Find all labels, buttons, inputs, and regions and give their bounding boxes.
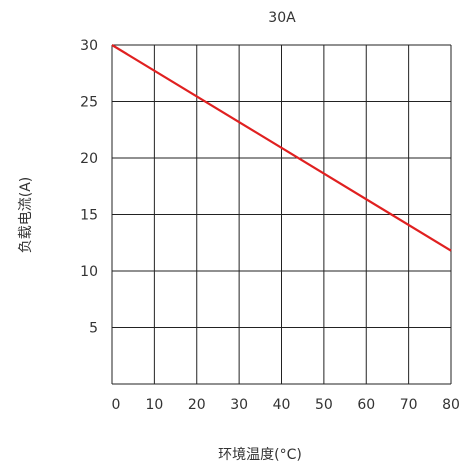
y-tick-label: 20 xyxy=(80,151,98,167)
x-tick-labels: 0 10 20 30 40 50 60 70 80 xyxy=(112,397,460,413)
y-axis-label: 负载电流(A) xyxy=(18,177,34,254)
x-tick-label: 40 xyxy=(273,397,291,413)
x-tick-label: 10 xyxy=(145,397,163,413)
y-tick-labels: 5 10 15 20 25 30 xyxy=(80,38,98,337)
y-tick-label: 30 xyxy=(80,38,98,54)
x-tick-label: 70 xyxy=(400,397,418,413)
x-tick-label: 50 xyxy=(315,397,333,413)
x-tick-label: 80 xyxy=(442,397,460,413)
grid xyxy=(111,44,452,385)
y-tick-label: 25 xyxy=(80,95,98,111)
series-group xyxy=(111,44,452,252)
y-tick-label: 10 xyxy=(80,264,98,280)
x-tick-label: 60 xyxy=(357,397,375,413)
chart-title: 30A xyxy=(268,10,296,26)
x-tick-label: 0 xyxy=(112,397,121,413)
x-axis-label: 环境温度(°C) xyxy=(218,447,302,463)
x-tick-label: 30 xyxy=(230,397,248,413)
y-tick-label: 15 xyxy=(80,208,98,224)
series-line xyxy=(111,44,452,252)
y-tick-label: 5 xyxy=(89,321,98,337)
x-tick-label: 20 xyxy=(188,397,206,413)
